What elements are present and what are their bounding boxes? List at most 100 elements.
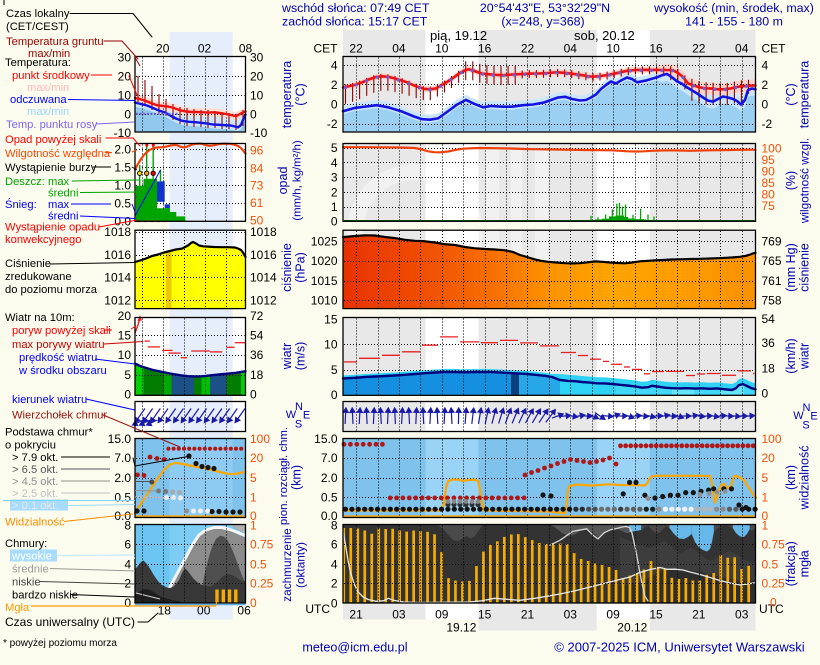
svg-text:> 0.1 okt.: > 0.1 okt. xyxy=(12,500,58,512)
svg-text:opad: opad xyxy=(276,167,290,195)
svg-text:(frakcja): (frakcja) xyxy=(784,541,798,586)
svg-text:21: 21 xyxy=(349,608,363,622)
svg-text:09: 09 xyxy=(435,608,449,622)
svg-text:61: 61 xyxy=(250,196,264,210)
svg-text:16: 16 xyxy=(649,42,663,56)
svg-text:1012: 1012 xyxy=(104,293,131,307)
svg-text:4: 4 xyxy=(331,58,338,72)
svg-text:E: E xyxy=(303,410,310,422)
svg-text:1: 1 xyxy=(250,491,257,505)
svg-text:5: 5 xyxy=(762,471,769,485)
svg-text:8: 8 xyxy=(124,518,131,532)
svg-text:* powyżej poziomu morza: * powyżej poziomu morza xyxy=(3,638,117,649)
svg-text:1014: 1014 xyxy=(104,271,131,285)
svg-text:0: 0 xyxy=(331,97,338,111)
svg-text:2.0: 2.0 xyxy=(114,143,131,157)
svg-text:2: 2 xyxy=(331,577,338,591)
svg-text:UTC: UTC xyxy=(305,602,330,616)
svg-text:1: 1 xyxy=(331,200,338,214)
svg-text:0: 0 xyxy=(124,107,131,121)
svg-text:(km): (km) xyxy=(784,465,798,490)
svg-text:-2: -2 xyxy=(762,117,773,131)
svg-text:769: 769 xyxy=(762,234,782,248)
svg-text:Mgła: Mgła xyxy=(5,602,30,614)
svg-text:5: 5 xyxy=(124,368,131,382)
svg-text:22: 22 xyxy=(349,42,363,56)
svg-text:temperatura: temperatura xyxy=(280,61,294,128)
svg-text:Podstawa chmur*: Podstawa chmur* xyxy=(5,426,93,438)
svg-text:21: 21 xyxy=(692,608,706,622)
svg-text:15.0: 15.0 xyxy=(314,432,338,446)
svg-text:S: S xyxy=(295,419,302,431)
svg-text:prędkość wiatru: prędkość wiatru xyxy=(19,352,97,364)
svg-text:wilgotność wzgl.: wilgotność wzgl. xyxy=(798,138,812,224)
svg-text:(x=248, y=368): (x=248, y=368) xyxy=(501,15,584,29)
svg-text:758: 758 xyxy=(762,294,782,308)
svg-text:15: 15 xyxy=(478,608,492,622)
svg-text:w środku obszaru: w środku obszaru xyxy=(18,365,107,377)
svg-text:0: 0 xyxy=(762,97,769,111)
svg-text:(°C): (°C) xyxy=(784,83,798,105)
svg-text:7.0: 7.0 xyxy=(114,451,131,465)
svg-text:30: 30 xyxy=(118,50,132,64)
svg-text:16: 16 xyxy=(478,42,492,56)
svg-text:Wystąpienie opadu: Wystąpienie opadu xyxy=(5,222,100,234)
svg-text:4: 4 xyxy=(331,558,338,572)
svg-text:761: 761 xyxy=(762,274,782,288)
svg-text:temperatura: temperatura xyxy=(798,61,812,128)
svg-text:10: 10 xyxy=(118,348,132,362)
svg-text:0.5: 0.5 xyxy=(321,491,338,505)
svg-text:1020: 1020 xyxy=(311,254,338,268)
svg-text:średni: średni xyxy=(48,188,78,200)
svg-text:0.25: 0.25 xyxy=(250,577,274,591)
svg-text:CET: CET xyxy=(314,42,339,56)
svg-text:04: 04 xyxy=(392,42,406,56)
svg-text:2.0: 2.0 xyxy=(321,471,338,485)
svg-text:20: 20 xyxy=(250,69,264,83)
svg-text:Wilgotność względna: Wilgotność względna xyxy=(5,148,111,160)
svg-text:Wierzchołek chmur: Wierzchołek chmur xyxy=(12,410,107,422)
svg-text:(%): (%) xyxy=(784,171,798,190)
svg-text:0: 0 xyxy=(124,388,131,402)
svg-text:21: 21 xyxy=(521,608,535,622)
svg-text:2: 2 xyxy=(762,78,769,92)
svg-text:Wystąpienie burzy: Wystąpienie burzy xyxy=(5,162,97,174)
svg-text:15: 15 xyxy=(324,312,338,326)
svg-text:> 6.5 okt.: > 6.5 okt. xyxy=(12,464,58,476)
svg-text:Widzialność: Widzialność xyxy=(5,517,65,529)
svg-text:20: 20 xyxy=(762,451,776,465)
svg-text:wiatr: wiatr xyxy=(798,343,812,370)
svg-text:73: 73 xyxy=(250,179,264,193)
svg-text:ciśnienie: ciśnienie xyxy=(798,243,812,292)
svg-text:0.5: 0.5 xyxy=(114,491,131,505)
svg-text:1018: 1018 xyxy=(104,225,131,239)
svg-text:1015: 1015 xyxy=(311,274,338,288)
svg-text:141 - 155 - 180 m: 141 - 155 - 180 m xyxy=(685,15,783,29)
svg-text:Śnieg:: Śnieg: xyxy=(5,198,37,211)
svg-text:2.0: 2.0 xyxy=(114,471,131,485)
svg-text:zredukowane: zredukowane xyxy=(5,271,72,283)
svg-text:1012: 1012 xyxy=(250,293,277,307)
svg-text:średnie: średnie xyxy=(12,564,49,576)
svg-text:1: 1 xyxy=(762,518,769,532)
svg-text:2: 2 xyxy=(331,185,338,199)
svg-text:wiatr: wiatr xyxy=(280,343,294,370)
svg-text:0.5: 0.5 xyxy=(114,197,131,211)
svg-text:22: 22 xyxy=(692,42,706,56)
svg-text:20: 20 xyxy=(156,42,170,56)
svg-text:0: 0 xyxy=(331,596,338,610)
svg-text:0: 0 xyxy=(250,596,257,610)
svg-text:03: 03 xyxy=(564,608,578,622)
svg-text:15: 15 xyxy=(118,329,132,343)
svg-text:5: 5 xyxy=(250,471,257,485)
svg-text:poryw powyżej skali: poryw powyżej skali xyxy=(12,325,111,337)
svg-text:18: 18 xyxy=(250,368,264,382)
svg-text:1018: 1018 xyxy=(250,225,277,239)
svg-text:20: 20 xyxy=(118,309,132,323)
svg-text:Temp. punktu rosy: Temp. punktu rosy xyxy=(6,119,98,131)
svg-text:8: 8 xyxy=(331,518,338,532)
svg-text:(mm/h, kg/m²/h): (mm/h, kg/m²/h) xyxy=(292,140,304,221)
svg-text:(hPa): (hPa) xyxy=(294,252,308,283)
svg-text:0: 0 xyxy=(331,215,338,229)
svg-text:pią, 19.12: pią, 19.12 xyxy=(430,28,487,43)
